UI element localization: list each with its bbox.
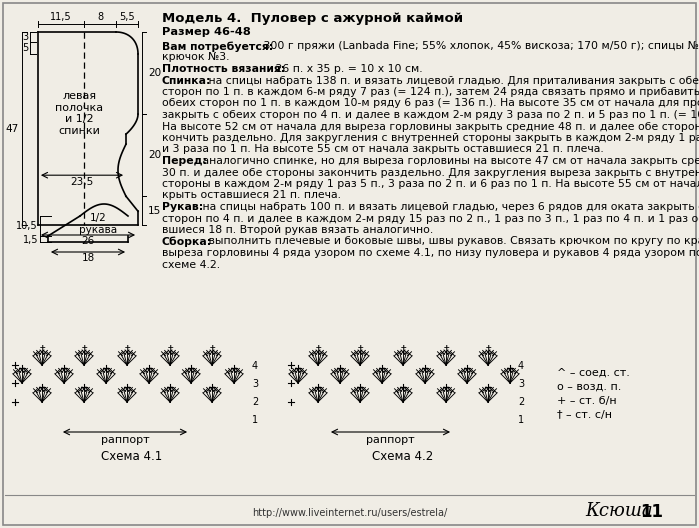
Text: выполнить плечевые и боковые швы, швы рукавов. Связать крючком по кругу по краю: выполнить плечевые и боковые швы, швы ру… <box>205 237 699 247</box>
Text: Модель 4.  Пуловер с ажурной каймой: Модель 4. Пуловер с ажурной каймой <box>162 12 463 25</box>
Text: Плотность вязания:: Плотность вязания: <box>162 64 285 74</box>
Text: †: † <box>209 344 215 354</box>
Text: на спицы набрать 138 п. и вязать лицевой гладью. Для приталивания закрыть с обеи: на спицы набрать 138 п. и вязать лицевой… <box>205 76 699 86</box>
Text: 3: 3 <box>22 32 28 42</box>
Text: закрыть с обеих сторон по 4 п. и далее в каждом 2-м ряду 3 раза по 2 п. и 5 раз : закрыть с обеих сторон по 4 п. и далее в… <box>162 110 699 120</box>
Text: раппорт: раппорт <box>101 435 150 445</box>
Text: 8: 8 <box>97 12 103 22</box>
Text: схеме 4.2.: схеме 4.2. <box>162 259 220 269</box>
Text: 47: 47 <box>6 124 19 134</box>
Text: †: † <box>443 344 449 354</box>
Text: крыть оставшиеся 21 п. плеча.: крыть оставшиеся 21 п. плеча. <box>162 191 341 201</box>
Text: †: † <box>485 344 491 354</box>
Text: 2: 2 <box>518 397 524 407</box>
Text: раппорт: раппорт <box>366 435 415 445</box>
Text: †: † <box>81 344 87 354</box>
Text: 1: 1 <box>518 415 524 425</box>
Text: Рукав:: Рукав: <box>162 202 203 212</box>
Text: Схема 4.1: Схема 4.1 <box>101 450 163 463</box>
Text: †: † <box>39 344 45 354</box>
Text: 3: 3 <box>518 379 524 389</box>
Text: Вам потребуется:: Вам потребуется: <box>162 41 273 52</box>
Text: на спицы набрать 100 п. и вязать лицевой гладью, через 6 рядов для оката закрыть: на спицы набрать 100 п. и вязать лицевой… <box>199 202 699 212</box>
Text: http://www.liveinternet.ru/users/estrela/: http://www.liveinternet.ru/users/estrela… <box>252 508 447 518</box>
Text: 300 г пряжи (Lanbada Fine; 55% хлопок, 45% вискоза; 170 м/50 г); спицы №3;: 300 г пряжи (Lanbada Fine; 55% хлопок, 4… <box>259 41 699 51</box>
Text: †: † <box>167 344 173 354</box>
Text: 4: 4 <box>252 361 258 371</box>
Text: 20: 20 <box>148 150 161 160</box>
Text: 11: 11 <box>640 503 663 521</box>
Text: 5,5: 5,5 <box>120 12 135 22</box>
Text: ^ – соед. ст.: ^ – соед. ст. <box>557 368 630 378</box>
Text: 3: 3 <box>252 379 258 389</box>
Text: левая
полочка
и 1/2
спинки: левая полочка и 1/2 спинки <box>55 91 103 136</box>
Text: †: † <box>315 344 321 354</box>
Text: + – ст. б/н: + – ст. б/н <box>557 396 617 406</box>
Text: аналогично спинке, но для выреза горловины на высоте 47 см от начала закрыть сре: аналогично спинке, но для выреза горлови… <box>199 156 699 166</box>
Text: 30 п. и далее обе стороны закончить раздельно. Для закругления выреза закрыть с : 30 п. и далее обе стороны закончить разд… <box>162 167 699 177</box>
Text: 10,5: 10,5 <box>16 221 38 231</box>
Text: Ксюша: Ксюша <box>585 502 653 520</box>
Text: выреза горловины 4 ряда узором по схеме 4.1, по низу пуловера и рукавов 4 ряда у: выреза горловины 4 ряда узором по схеме … <box>162 248 699 258</box>
Text: обеих сторон по 1 п. в каждом 10-м ряду 6 раз (= 136 п.). На высоте 35 см от нач: обеих сторон по 1 п. в каждом 10-м ряду … <box>162 99 699 108</box>
Text: 1: 1 <box>252 415 258 425</box>
Text: 20: 20 <box>148 68 161 78</box>
Text: о – возд. п.: о – возд. п. <box>557 382 621 392</box>
Text: 23,5: 23,5 <box>71 177 94 187</box>
Text: 26: 26 <box>81 236 94 246</box>
Text: Перед:: Перед: <box>162 156 207 166</box>
Text: кончить раздельно. Для закругления с внутренней стороны закрыть в каждом 2-м ряд: кончить раздельно. Для закругления с вну… <box>162 133 699 143</box>
Text: 2: 2 <box>252 397 258 407</box>
Text: 1/2
рукава: 1/2 рукава <box>79 213 117 235</box>
Text: 1,5: 1,5 <box>22 235 38 245</box>
Text: Схема 4.2: Схема 4.2 <box>373 450 433 463</box>
Text: Сборка:: Сборка: <box>162 237 212 247</box>
Text: 11,5: 11,5 <box>50 12 72 22</box>
Text: Размер 46-48: Размер 46-48 <box>162 27 251 37</box>
Text: † – ст. с/н: † – ст. с/н <box>557 410 612 420</box>
Text: 5: 5 <box>22 43 28 53</box>
Text: †: † <box>357 344 363 354</box>
Text: †: † <box>401 344 405 354</box>
Text: крючок №3.: крючок №3. <box>162 52 229 62</box>
Text: На высоте 52 см от начала для выреза горловины закрыть средние 48 п. и далее обе: На высоте 52 см от начала для выреза гор… <box>162 121 699 131</box>
Text: и 3 раза по 1 п. На высоте 55 см от начала закрыть оставшиеся 21 п. плеча.: и 3 раза по 1 п. На высоте 55 см от нача… <box>162 145 604 155</box>
Text: 4: 4 <box>518 361 524 371</box>
Text: Спинка:: Спинка: <box>162 76 212 86</box>
Text: †: † <box>124 344 130 354</box>
Text: 26 п. х 35 р. = 10 х 10 см.: 26 п. х 35 р. = 10 х 10 см. <box>272 64 422 74</box>
Text: сторон по 1 п. в каждом 6-м ряду 7 раз (= 124 п.), затем 24 ряда связать прямо и: сторон по 1 п. в каждом 6-м ряду 7 раз (… <box>162 87 699 97</box>
Text: вшиеся 18 п. Второй рукав вязать аналогично.: вшиеся 18 п. Второй рукав вязать аналоги… <box>162 225 433 235</box>
Text: 18: 18 <box>81 253 94 263</box>
Text: стороны в каждом 2-м ряду 1 раз 5 п., 3 раза по 2 п. и 6 раз по 1 п. На высоте 5: стороны в каждом 2-м ряду 1 раз 5 п., 3 … <box>162 179 699 189</box>
Text: 15: 15 <box>148 205 161 215</box>
Text: сторон по 4 п. и далее в каждом 2-м ряду 15 раз по 2 п., 1 раз по 3 п., 1 раз по: сторон по 4 п. и далее в каждом 2-м ряду… <box>162 213 699 223</box>
